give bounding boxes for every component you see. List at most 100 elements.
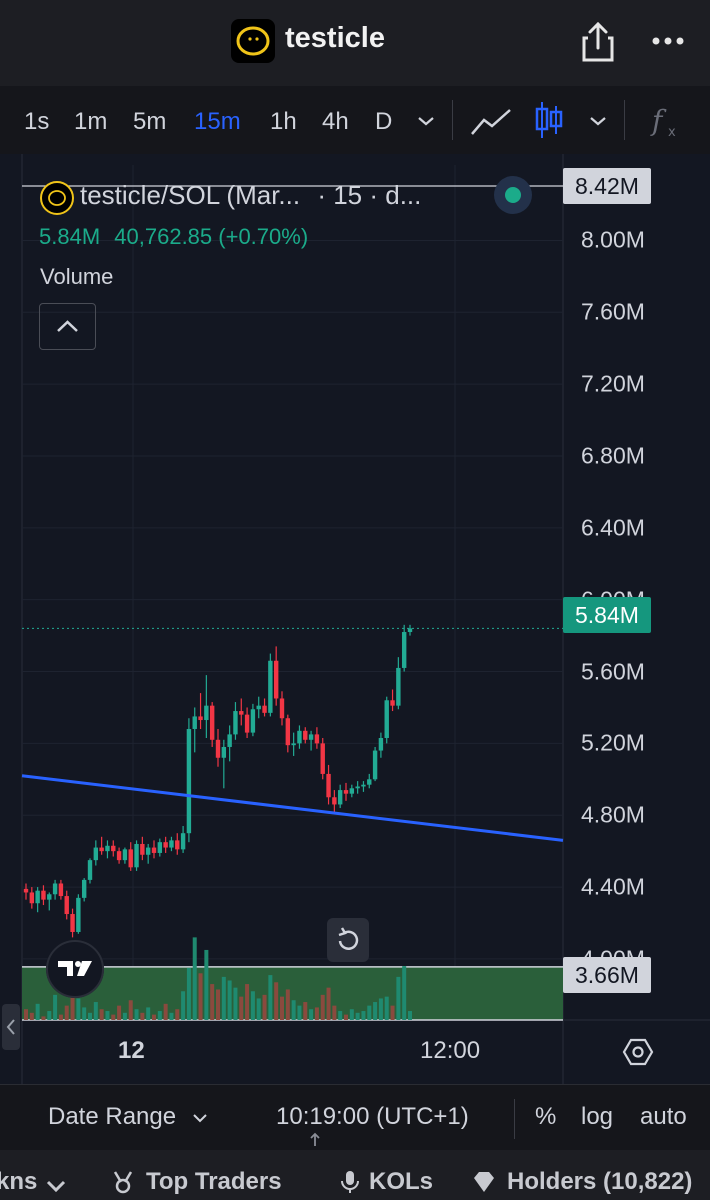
- token-logo: [40, 181, 74, 215]
- volume-bar: [250, 991, 255, 1020]
- timezone-time[interactable]: 10:19:00 (UTC+1): [276, 1103, 469, 1130]
- candle: [128, 842, 133, 871]
- volume-bar: [122, 1012, 127, 1020]
- price-axis-label: 4.40M: [581, 873, 645, 900]
- candle: [349, 784, 355, 798]
- line-chart-icon[interactable]: [470, 106, 514, 138]
- timeframe-5m[interactable]: 5m: [133, 108, 167, 135]
- tradingview-logo-icon: [46, 940, 104, 998]
- candle-body: [227, 734, 232, 747]
- chevron-down-icon[interactable]: [44, 1174, 68, 1198]
- candle: [215, 729, 221, 767]
- volume-bar: [105, 1011, 110, 1020]
- date-range-dropdown[interactable]: Date Range: [48, 1103, 209, 1131]
- share-icon: [582, 21, 614, 62]
- candle-body: [285, 718, 291, 746]
- timeframe-d[interactable]: D: [375, 108, 393, 135]
- candle-body: [401, 632, 407, 668]
- chart-settings-button[interactable]: [620, 1034, 656, 1070]
- candle-body: [157, 842, 163, 853]
- volume-bar: [186, 967, 191, 1020]
- candle: [262, 698, 267, 717]
- tradingview-logo[interactable]: [46, 940, 104, 998]
- candle: [314, 727, 320, 749]
- price-axis-label: 4.80M: [581, 801, 645, 828]
- volume-bar: [82, 1007, 87, 1020]
- candle-body: [372, 750, 378, 780]
- volume-bar: [198, 973, 203, 1020]
- tab-top-traders[interactable]: Top Traders: [146, 1168, 282, 1195]
- volume-bar: [291, 1000, 296, 1020]
- indicators-fx-icon[interactable]: f x: [648, 102, 684, 140]
- more-options-button[interactable]: [646, 26, 690, 56]
- candle: [209, 702, 215, 747]
- percent-scale-toggle[interactable]: %: [535, 1103, 557, 1130]
- candle-body: [169, 840, 174, 848]
- volume-bar: [338, 1011, 343, 1020]
- candle: [169, 836, 174, 852]
- candle: [47, 892, 52, 911]
- candle: [105, 840, 110, 859]
- log-scale-toggle[interactable]: log: [581, 1103, 614, 1130]
- candle-body: [198, 716, 203, 721]
- candle-body: [268, 660, 273, 713]
- reset-icon: [338, 927, 359, 950]
- timeframe-15m[interactable]: 15m: [194, 108, 241, 135]
- volume-bar: [117, 1005, 122, 1020]
- collapse-sidebar-handle[interactable]: [2, 1004, 20, 1050]
- candlestick-icon[interactable]: [534, 100, 564, 140]
- candle-body: [145, 847, 151, 855]
- candle: [239, 698, 244, 726]
- chevron-down-icon[interactable]: [588, 114, 608, 128]
- volume-bar: [192, 937, 197, 1020]
- candle: [52, 879, 58, 900]
- volume-bar: [175, 1009, 180, 1020]
- candle-body: [64, 896, 69, 915]
- candle-body: [337, 790, 343, 805]
- volume-bar: [355, 1012, 360, 1020]
- candle-body: [93, 847, 99, 861]
- volume-bar: [280, 996, 284, 1020]
- collapse-indicators-button[interactable]: [39, 303, 96, 350]
- volume-bar: [233, 987, 238, 1020]
- timeframe-4h[interactable]: 4h: [322, 108, 349, 135]
- share-button[interactable]: [578, 20, 618, 64]
- candle-body: [361, 784, 366, 787]
- candle-body: [58, 883, 64, 897]
- app-header: testicle: [0, 0, 710, 86]
- price-axis-label: 5.60M: [581, 658, 645, 685]
- candle-body: [128, 849, 133, 868]
- volume-bar: [285, 989, 290, 1020]
- chevron-down-icon[interactable]: [416, 114, 436, 128]
- price-axis-label: 5.20M: [581, 729, 645, 756]
- legend-price: 5.84M: [39, 224, 101, 249]
- tab-holders[interactable]: Holders (10,822): [507, 1168, 693, 1195]
- candle-body: [407, 628, 413, 633]
- candle: [180, 826, 186, 853]
- legend-symbol[interactable]: testicle/SOL (Mar... · 15 · d...: [80, 180, 421, 211]
- candle: [99, 836, 104, 855]
- more-dots-icon: [652, 37, 684, 45]
- candle-body: [23, 888, 29, 893]
- tab-kols[interactable]: KOLs: [369, 1168, 434, 1195]
- price-chart[interactable]: [0, 0, 710, 1084]
- status-dot-icon: [505, 187, 521, 203]
- timeframe-1h[interactable]: 1h: [270, 108, 297, 135]
- reset-chart-button[interactable]: [327, 918, 369, 962]
- chevron-up-icon: [57, 320, 78, 332]
- candle: [70, 908, 75, 938]
- trendline[interactable]: [21, 774, 564, 842]
- candle: [186, 718, 192, 843]
- timeframe-1m[interactable]: 1m: [74, 108, 108, 135]
- volume-bar: [332, 1005, 337, 1020]
- price-axis-label: 7.20M: [581, 370, 645, 397]
- candle: [29, 887, 35, 909]
- microphone-icon: [341, 1171, 359, 1193]
- candle: [355, 781, 360, 794]
- candle: [198, 693, 203, 730]
- candle-body: [163, 842, 168, 848]
- tab-partial[interactable]: kns: [0, 1168, 38, 1195]
- auto-scale-toggle[interactable]: auto: [640, 1103, 687, 1130]
- chevron-down-icon: [193, 1114, 207, 1123]
- timeframe-1s[interactable]: 1s: [24, 108, 50, 135]
